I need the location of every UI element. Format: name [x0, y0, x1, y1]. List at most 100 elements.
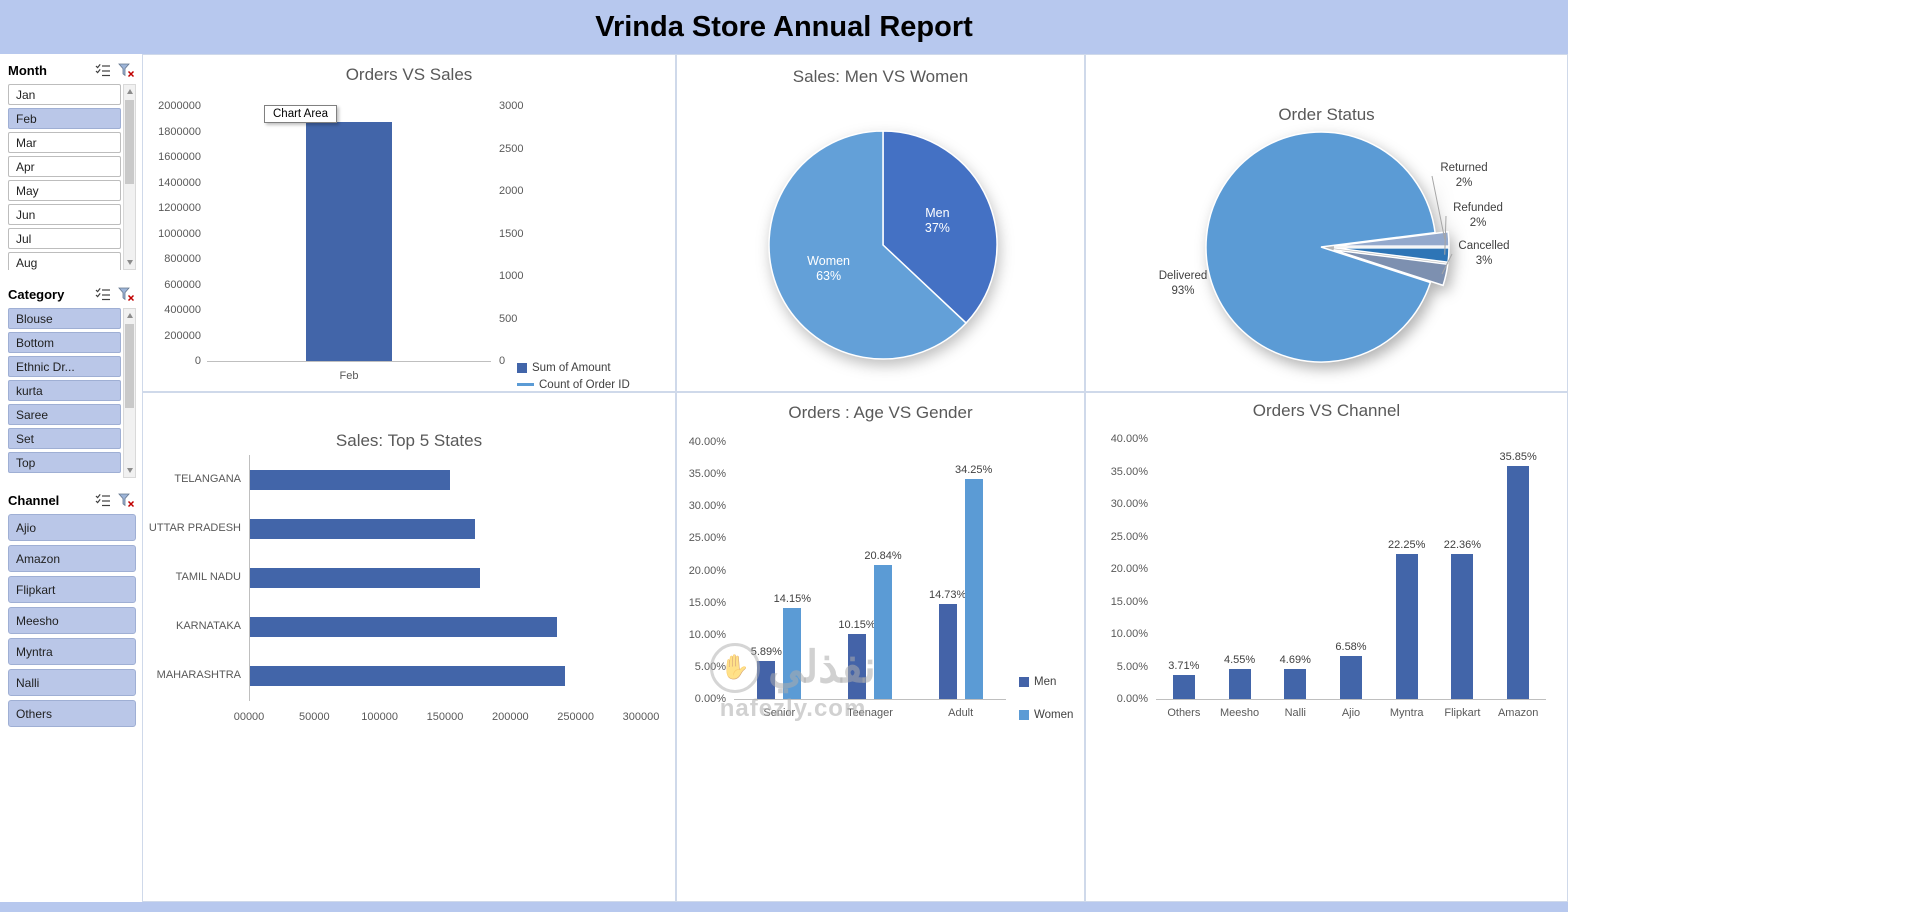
- bar-karnataka[interactable]: [250, 617, 557, 638]
- bar-nalli[interactable]: [1284, 669, 1307, 699]
- slicer-item-set[interactable]: Set: [8, 428, 121, 449]
- slicer-item-flipkart[interactable]: Flipkart: [8, 576, 136, 603]
- bar-senior-men[interactable]: [757, 661, 776, 699]
- bar-myntra[interactable]: [1395, 554, 1418, 699]
- slicer-item-jan[interactable]: Jan: [8, 84, 121, 105]
- slicer-item-amazon[interactable]: Amazon: [8, 545, 136, 572]
- secondary-y-axis-tick: 0: [499, 355, 506, 367]
- leader-line: [1444, 215, 1447, 255]
- slicer-item-ethnicdr[interactable]: Ethnic Dr...: [8, 356, 121, 377]
- chart-sales-top-5-states[interactable]: Sales: Top 5 States 00000 50000 100000 1500…: [142, 392, 676, 902]
- bar-flipkart[interactable]: [1451, 554, 1474, 699]
- pie-slice-delivered[interactable]: [1205, 131, 1436, 363]
- bar-uttar-pradesh[interactable]: [250, 518, 475, 539]
- slicer-sidebar: Month Jan Feb Mar Apr May Jun Jul Aug Categ: [0, 54, 142, 902]
- pie-slice-returned[interactable]: [1333, 230, 1450, 247]
- y-axis-tick: 1400000: [158, 176, 201, 189]
- y-axis-line: [249, 455, 250, 701]
- slicer-item-top[interactable]: Top: [8, 452, 121, 473]
- slicer-item-others[interactable]: Others: [8, 700, 136, 727]
- scrollbar-track[interactable]: [124, 322, 135, 464]
- pie-slice-women[interactable]: [768, 130, 968, 360]
- chart-orders-age-vs-gender[interactable]: Orders : Age VS Gender 40.00% 35.00% 30.00…: [676, 392, 1085, 902]
- slicer-item-apr[interactable]: Apr: [8, 156, 121, 177]
- pie-chart: [1205, 131, 1453, 363]
- slicer-item-saree[interactable]: Saree: [8, 404, 121, 425]
- bar-teenager-men[interactable]: [848, 634, 866, 699]
- slicer-header: Category: [8, 282, 136, 306]
- secondary-y-axis-tick: 500: [499, 312, 518, 325]
- bar-adult-women[interactable]: [964, 479, 983, 699]
- triangle-down-icon: [126, 260, 133, 265]
- bar-maharashtra[interactable]: [250, 666, 565, 687]
- slicer-item-myntra[interactable]: Myntra: [8, 638, 136, 665]
- legend-item: Sum of Amount: [517, 359, 630, 376]
- slicer-header: Month: [8, 58, 136, 82]
- page-title: Vrinda Store Annual Report: [595, 10, 973, 43]
- legend-label: Count of Order ID: [539, 378, 630, 391]
- data-label: 35.85%: [1499, 451, 1537, 463]
- slicer-item-mar[interactable]: Mar: [8, 132, 121, 153]
- multi-select-icon[interactable]: [93, 285, 113, 303]
- bar-others[interactable]: [1172, 675, 1195, 699]
- bar-sum-of-amount[interactable]: [306, 122, 392, 361]
- slicer-item-nalli[interactable]: Nalli: [8, 669, 136, 696]
- slicer-item-may[interactable]: May: [8, 180, 121, 201]
- chart-title: Orders VS Sales: [345, 65, 473, 84]
- scrollbar-thumb[interactable]: [125, 100, 134, 184]
- chart-order-status[interactable]: Order Status Delivered 93% Returned 2% Ref…: [1085, 54, 1568, 392]
- chart-orders-vs-channel[interactable]: Orders VS Channel 40.00% 35.00% 30.00% 25.0…: [1085, 392, 1568, 902]
- y-axis-tick: 25.00%: [1110, 530, 1148, 543]
- category-label: Adult: [948, 707, 974, 719]
- bar-tamil-nadu[interactable]: [250, 568, 480, 588]
- bar-ajio[interactable]: [1340, 656, 1362, 699]
- pie-data-label-women: Women 63%: [807, 253, 851, 283]
- slicer-item-kurta[interactable]: kurta: [8, 380, 121, 401]
- chart-orders-vs-sales[interactable]: Orders VS Sales 2000000 1800000 1600000 140…: [142, 54, 676, 392]
- category-label: TELANGANA: [174, 472, 241, 485]
- slicer-item-jun[interactable]: Jun: [8, 204, 121, 225]
- y-axis-tick: 30.00%: [1110, 498, 1148, 510]
- slicer-scrollbar[interactable]: [123, 84, 136, 270]
- scrollbar-thumb[interactable]: [125, 324, 134, 408]
- x-axis-tick: 250000: [557, 711, 595, 723]
- y-axis-tick: 2000000: [158, 100, 201, 112]
- pie-slice-cancelled[interactable]: [1333, 249, 1449, 287]
- slicer-item-jul[interactable]: Jul: [8, 228, 121, 249]
- y-axis-tick: 0.00%: [694, 693, 726, 705]
- slicer-scrollbar[interactable]: [123, 308, 136, 478]
- bar-meesho[interactable]: [1228, 669, 1251, 699]
- slicer-item-feb[interactable]: Feb: [8, 108, 121, 129]
- clear-filter-icon[interactable]: [116, 285, 136, 303]
- slicer-item-meesho[interactable]: Meesho: [8, 607, 136, 634]
- scroll-up-button[interactable]: [124, 85, 135, 98]
- legend-label: Sum of Amount: [532, 361, 611, 374]
- category-label: KARNATAKA: [176, 620, 241, 633]
- scroll-down-button[interactable]: [124, 464, 135, 477]
- data-label: 20.84%: [864, 550, 902, 562]
- y-axis-tick: 600000: [164, 278, 201, 291]
- pie-slice-men[interactable]: [882, 130, 998, 325]
- category-label: Flipkart: [1444, 707, 1481, 719]
- clear-filter-icon[interactable]: [116, 61, 136, 79]
- scroll-up-button[interactable]: [124, 309, 135, 322]
- multi-select-icon[interactable]: [93, 61, 113, 79]
- scrollbar-track[interactable]: [124, 98, 135, 256]
- bar-telangana[interactable]: [250, 469, 450, 490]
- slicer-item-blouse[interactable]: Blouse: [8, 308, 121, 329]
- bar-amazon[interactable]: [1507, 466, 1530, 699]
- bar-teenager-women[interactable]: [874, 565, 892, 699]
- y-axis-tick: 10.00%: [1110, 628, 1148, 640]
- multi-select-icon[interactable]: [93, 491, 113, 509]
- legend: Sum of Amount Count of Order ID: [517, 359, 630, 393]
- data-label: 6.58%: [1335, 641, 1367, 653]
- clear-filter-icon[interactable]: [116, 491, 136, 509]
- slicer-item-ajio[interactable]: Ajio: [8, 514, 136, 541]
- slicer-item-aug[interactable]: Aug: [8, 252, 121, 270]
- bar-senior-women[interactable]: [783, 608, 802, 699]
- scroll-down-button[interactable]: [124, 256, 135, 269]
- category-slicer: Category Blouse Bottom Ethnic Dr... kurta Sa…: [8, 282, 136, 478]
- chart-sales-men-vs-women[interactable]: Sales: Men VS Women Men 37% Women 63%: [676, 54, 1085, 392]
- slicer-item-bottom[interactable]: Bottom: [8, 332, 121, 353]
- bar-adult-men[interactable]: [938, 604, 957, 699]
